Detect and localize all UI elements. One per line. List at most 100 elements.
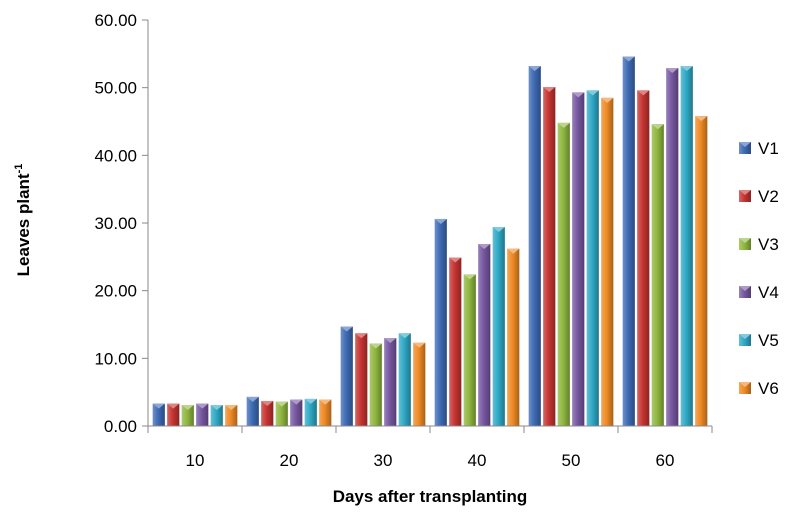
bar-v3-day-10 bbox=[181, 405, 194, 426]
bar-v4-day-50 bbox=[572, 92, 585, 427]
bar-cap-v4-day-40 bbox=[478, 243, 491, 249]
legend-swatch-cap bbox=[739, 382, 751, 387]
y-tick-labels: 0.00 10.00 20.00 30.00 40.00 50.00 60.00 bbox=[94, 11, 148, 436]
legend-swatch-v1 bbox=[739, 142, 751, 154]
legend-label-v1: V1 bbox=[758, 139, 779, 158]
bar-v2-day-10 bbox=[167, 403, 180, 426]
bar-cap-v3-day-60 bbox=[651, 124, 664, 130]
y-tick-label: 0.00 bbox=[104, 417, 137, 436]
x-tick-label: 20 bbox=[280, 451, 299, 470]
bar-v2-day-50 bbox=[543, 86, 556, 427]
bar-v6-day-20 bbox=[319, 399, 332, 426]
legend-swatch-cap bbox=[739, 238, 751, 243]
x-axis-title: Days after transplanting bbox=[333, 487, 528, 506]
bars-layer bbox=[152, 56, 708, 427]
bar-v1-day-60 bbox=[622, 56, 635, 426]
bar-v6-day-50 bbox=[601, 97, 614, 426]
legend-label-v6: V6 bbox=[758, 379, 779, 398]
bar-cap-v6-day-60 bbox=[695, 116, 708, 122]
legend-label-v4: V4 bbox=[758, 283, 779, 302]
bar-cap-v1-day-40 bbox=[434, 218, 447, 224]
legend-swatch-cap bbox=[739, 142, 751, 147]
legend-swatch-cap bbox=[739, 334, 751, 339]
y-axis-title: Leaves plant-1 bbox=[13, 164, 33, 277]
bar-v4-day-10 bbox=[196, 403, 209, 426]
x-tick-labels: 10 20 30 40 50 60 bbox=[147, 426, 713, 470]
legend-swatch-v3 bbox=[739, 238, 751, 250]
bar-v1-day-30 bbox=[340, 326, 353, 426]
bar-v5-day-20 bbox=[304, 398, 317, 426]
bar-v5-day-60 bbox=[680, 66, 693, 426]
bar-cap-v2-day-30 bbox=[355, 333, 368, 339]
bar-v1-day-40 bbox=[434, 218, 447, 426]
bar-cap-v2-day-50 bbox=[543, 86, 556, 92]
bar-v3-day-30 bbox=[369, 343, 382, 426]
bar-cap-v3-day-10 bbox=[181, 405, 194, 411]
bar-v3-day-20 bbox=[275, 401, 288, 426]
y-axis-title-main: Leaves plant bbox=[14, 173, 33, 276]
bar-v4-day-20 bbox=[290, 399, 303, 426]
bar-v1-day-20 bbox=[246, 396, 259, 426]
x-tick-label: 40 bbox=[468, 451, 487, 470]
bar-cap-v6-day-20 bbox=[319, 399, 332, 405]
bar-v6-day-10 bbox=[225, 405, 238, 426]
bar-cap-v1-day-20 bbox=[246, 396, 259, 402]
y-tick-label: 20.00 bbox=[94, 282, 137, 301]
bar-v1-day-10 bbox=[152, 403, 165, 426]
bar-v2-day-60 bbox=[637, 90, 650, 427]
bar-v5-day-30 bbox=[398, 333, 411, 426]
bar-cap-v1-day-50 bbox=[528, 66, 541, 72]
y-tick-label: 60.00 bbox=[94, 11, 137, 30]
bar-cap-v6-day-50 bbox=[601, 97, 614, 103]
bar-cap-v6-day-40 bbox=[507, 248, 520, 254]
bar-cap-v5-day-10 bbox=[210, 405, 223, 411]
bar-cap-v4-day-60 bbox=[666, 68, 679, 74]
legend-swatch-v2 bbox=[739, 190, 751, 202]
bar-cap-v1-day-60 bbox=[622, 56, 635, 62]
x-tick-label: 10 bbox=[186, 451, 205, 470]
bar-cap-v3-day-20 bbox=[275, 401, 288, 407]
bar-cap-v3-day-30 bbox=[369, 343, 382, 349]
bar-v4-day-40 bbox=[478, 243, 491, 426]
bar-v5-day-40 bbox=[492, 227, 505, 426]
bar-cap-v2-day-40 bbox=[449, 257, 462, 263]
y-tick-label: 40.00 bbox=[94, 146, 137, 165]
bar-cap-v3-day-50 bbox=[557, 122, 570, 128]
legend-swatch-v5 bbox=[739, 334, 751, 346]
bar-v2-day-20 bbox=[261, 400, 274, 426]
bar-cap-v3-day-40 bbox=[463, 274, 476, 280]
y-tick-label: 50.00 bbox=[94, 79, 137, 98]
bar-cap-v1-day-10 bbox=[152, 403, 165, 409]
bar-v5-day-50 bbox=[586, 90, 599, 427]
bar-cap-v2-day-60 bbox=[637, 90, 650, 96]
legend-label-v3: V3 bbox=[758, 235, 779, 254]
legend-swatch-cap bbox=[739, 286, 751, 291]
bar-cap-v5-day-50 bbox=[586, 90, 599, 96]
bar-v3-day-50 bbox=[557, 122, 570, 426]
bar-cap-v5-day-30 bbox=[398, 333, 411, 339]
bar-cap-v2-day-20 bbox=[261, 400, 274, 406]
bar-v1-day-50 bbox=[528, 66, 541, 426]
bar-v5-day-10 bbox=[210, 405, 223, 426]
legend-swatch-v4 bbox=[739, 286, 751, 298]
bar-cap-v1-day-30 bbox=[340, 326, 353, 332]
bar-v6-day-60 bbox=[695, 116, 708, 426]
bar-v2-day-40 bbox=[449, 257, 462, 426]
bar-v6-day-30 bbox=[413, 342, 426, 426]
x-tick-label: 60 bbox=[656, 451, 675, 470]
bar-v6-day-40 bbox=[507, 248, 520, 426]
y-axis-title-superscript: -1 bbox=[13, 164, 25, 174]
bar-cap-v4-day-50 bbox=[572, 92, 585, 98]
bar-v3-day-60 bbox=[651, 124, 664, 427]
legend: V1 V2 V3 V4 V5 V6 bbox=[739, 139, 779, 398]
legend-label-v5: V5 bbox=[758, 331, 779, 350]
x-tick-label: 30 bbox=[374, 451, 393, 470]
bar-cap-v2-day-10 bbox=[167, 403, 180, 409]
bar-cap-v6-day-30 bbox=[413, 342, 426, 348]
bar-cap-v5-day-20 bbox=[304, 398, 317, 404]
x-tick-label: 50 bbox=[562, 451, 581, 470]
bar-v4-day-30 bbox=[384, 338, 397, 426]
bar-cap-v6-day-10 bbox=[225, 405, 238, 411]
bar-cap-v4-day-10 bbox=[196, 403, 209, 409]
bar-v3-day-40 bbox=[463, 274, 476, 426]
